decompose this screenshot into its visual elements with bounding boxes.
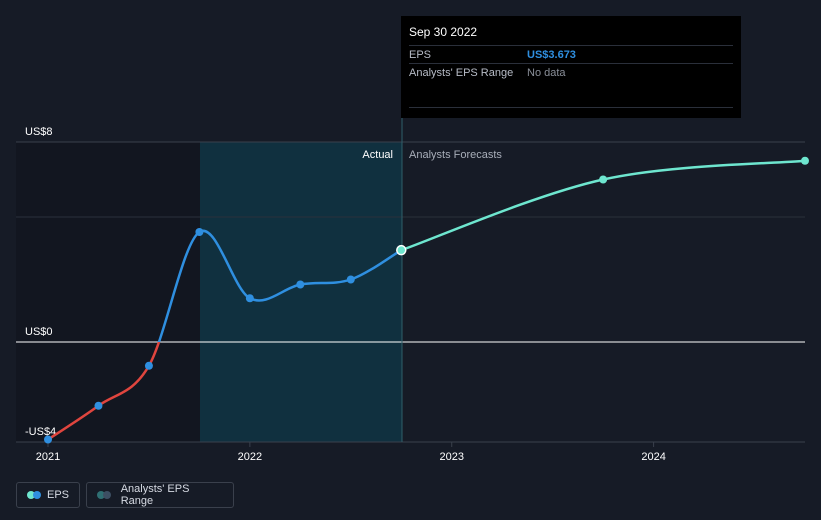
forecast-line — [400, 159, 806, 252]
x-tick-label: 2023 — [439, 451, 463, 463]
actual-range-shade — [200, 142, 402, 442]
tooltip-eps-label: EPS — [409, 48, 432, 61]
tooltip: Sep 30 2022 EPS US$3.673 Analysts' EPS R… — [401, 16, 741, 118]
tooltip-range-value: No data — [527, 66, 566, 79]
legend-range-label: Analysts' EPS Range — [120, 483, 190, 507]
eps-line-negative — [47, 342, 161, 441]
eps-point[interactable] — [296, 280, 305, 289]
eps-highlight-point[interactable] — [396, 244, 407, 256]
eps-point[interactable] — [195, 228, 204, 236]
tooltip-range-label: Analysts' EPS Range — [409, 66, 514, 79]
eps-point[interactable] — [44, 435, 52, 444]
tooltip-eps-value: US$3.673 — [527, 48, 576, 61]
tooltip-row-range: Analysts' EPS Range No data — [409, 63, 733, 81]
eps-point[interactable] — [245, 294, 254, 303]
y-tick-label: -US$4 — [25, 426, 56, 438]
y-tick-label: US$0 — [25, 326, 53, 338]
eps-legend-icon — [27, 491, 41, 499]
tooltip-row-eps: EPS US$3.673 — [409, 45, 733, 63]
eps-point[interactable] — [94, 401, 103, 410]
tooltip-divider — [409, 107, 733, 108]
forecast-point[interactable] — [801, 156, 809, 165]
x-tick-label: 2024 — [641, 451, 665, 463]
past-shade — [16, 142, 200, 442]
eps-point[interactable] — [144, 361, 153, 370]
tooltip-date: Sep 30 2022 — [409, 25, 478, 39]
legend-eps-label: EPS — [46, 489, 69, 501]
legend-eps-button[interactable]: EPS — [16, 482, 80, 508]
region-label-actual: Actual — [362, 149, 393, 161]
region-label-forecast: Analysts Forecasts — [409, 149, 502, 161]
eps-line-positive — [157, 229, 402, 342]
x-tick-label: 2021 — [36, 451, 60, 463]
forecast-point[interactable] — [599, 175, 608, 184]
eps-point[interactable] — [346, 275, 355, 284]
y-tick-label: US$8 — [25, 126, 53, 138]
x-tick-label: 2022 — [238, 451, 262, 463]
range-legend-icon — [97, 491, 113, 499]
legend-range-button[interactable]: Analysts' EPS Range — [86, 482, 234, 508]
